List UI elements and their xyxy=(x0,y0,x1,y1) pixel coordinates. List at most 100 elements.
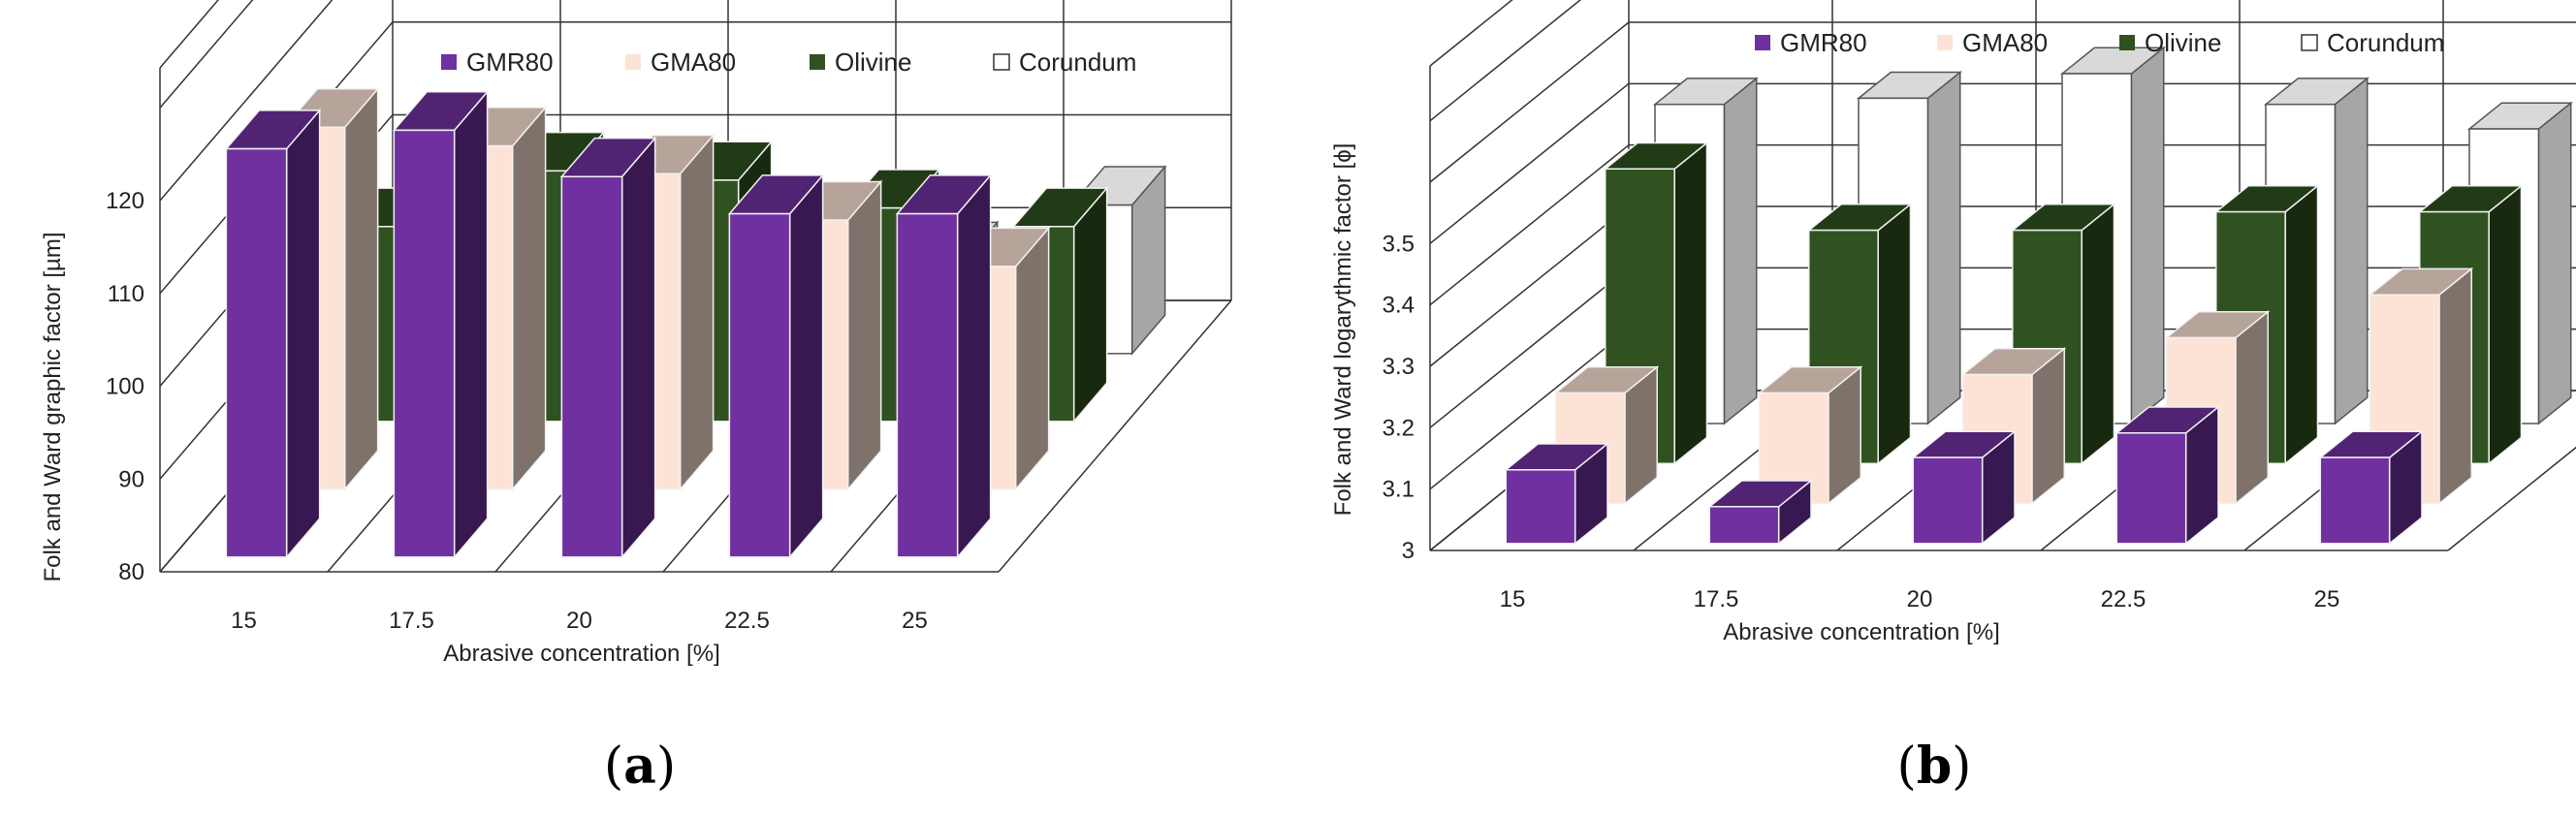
gridline-side xyxy=(1429,329,1630,490)
bar-gma80-20 xyxy=(1960,347,2067,506)
bar-side-face xyxy=(511,105,547,491)
bar-side-face xyxy=(1926,70,1961,425)
legend: GMR80 GMA80 Olivine Corundum xyxy=(441,47,1136,77)
bar-gmr80-25 xyxy=(895,173,993,559)
bar-olivine-17.5 xyxy=(1806,203,1913,465)
x-axis-ticks: 15 17.5 20 22.5 25 xyxy=(1500,586,2340,612)
bar-side-face xyxy=(1723,77,1758,425)
x-tick-label: 20 xyxy=(1907,586,1933,612)
chart-panel-a: 80 90 100 110 120 15 17.5 20 22.5 25 Abrasive conc… xyxy=(40,0,1232,667)
bar-side-face xyxy=(846,179,882,491)
legend-label: Olivine xyxy=(2145,28,2221,57)
side-wall-top-edge xyxy=(1429,0,1513,67)
y-tick-label: 90 xyxy=(118,466,144,492)
bar-gmr80-22.5 xyxy=(2115,405,2221,546)
gridline-side-extra xyxy=(159,0,254,109)
bar-front-face xyxy=(560,175,623,558)
y-tick-label: 3 xyxy=(1402,538,1415,564)
gridline-side xyxy=(1429,82,1630,244)
y-tick-label: 3.4 xyxy=(1383,293,1415,319)
bar-side-face xyxy=(2284,184,2319,465)
x-axis-ticks: 15 17.5 20 22.5 25 xyxy=(231,608,928,634)
panel-label-b: (b) xyxy=(1897,737,1972,796)
y-tick-label: 3.5 xyxy=(1383,231,1415,257)
y-tick-label: 3.3 xyxy=(1383,354,1415,380)
x-tick-label: 25 xyxy=(902,608,928,634)
x-tick-label: 20 xyxy=(566,608,592,634)
bar-side-face xyxy=(1014,226,1050,491)
y-tick-label: 120 xyxy=(106,188,144,214)
bar-side-face xyxy=(788,173,824,559)
bars xyxy=(224,86,1167,559)
legend-swatch xyxy=(810,54,825,70)
bar-side-face xyxy=(343,86,379,491)
bar-side-face xyxy=(1877,203,1912,465)
y-tick-label: 110 xyxy=(108,281,144,307)
bar-front-face xyxy=(1505,469,1576,545)
y-tick-label: 3.1 xyxy=(1383,477,1415,503)
y-tick-label: 100 xyxy=(106,374,144,400)
legend-swatch xyxy=(1755,35,1770,50)
legend-label: Olivine xyxy=(835,47,911,77)
legend-label: Corundum xyxy=(2327,28,2444,57)
chart-panel-b: 3 3.1 3.2 3.3 3.4 3.5 15 17.5 20 22.5 25 Abrasive c… xyxy=(1330,0,2576,645)
legend: GMR80 GMA80 Olivine Corundum xyxy=(1755,28,2444,57)
bar-front-face xyxy=(2115,432,2187,545)
legend-swatch xyxy=(2119,35,2135,50)
bar-side-face xyxy=(2081,203,2115,465)
x-tick-label: 17.5 xyxy=(1694,586,1739,612)
bar-side-face xyxy=(2130,46,2165,425)
floor-right-edge xyxy=(998,299,1232,573)
bar-front-face xyxy=(1708,506,1780,545)
y-tick-label: 3.2 xyxy=(1383,415,1415,441)
bar-gmr80-15 xyxy=(224,108,322,559)
x-tick-label: 15 xyxy=(1500,586,1526,612)
gridline-side xyxy=(159,0,334,202)
bar-side-face xyxy=(1072,186,1108,424)
bar-gmr80-22.5 xyxy=(727,173,825,559)
x-tick-label: 25 xyxy=(2314,586,2340,612)
y-axis-ticks: 3 3.1 3.2 3.3 3.4 3.5 xyxy=(1383,231,1415,564)
legend-label: GMR80 xyxy=(1780,28,1867,57)
bar-side-face xyxy=(620,136,656,559)
bar-side-face xyxy=(2488,184,2523,465)
panel-label-a: (a) xyxy=(604,737,676,796)
bar-gmr80-15 xyxy=(1504,442,1610,546)
bar-side-face xyxy=(956,173,992,559)
x-axis-title: Abrasive concentration [%] xyxy=(1723,619,1999,645)
legend-swatch xyxy=(993,53,1010,71)
legend-swatch xyxy=(441,54,457,70)
bar-front-face xyxy=(896,212,959,558)
bar-side-face xyxy=(2438,267,2472,506)
bar-front-face xyxy=(1912,456,1984,545)
bar-side-face xyxy=(285,108,321,559)
bar-gmr80-17.5 xyxy=(1707,479,1814,546)
gridline-side-extra xyxy=(1429,0,1582,122)
floor-right-edge xyxy=(2447,446,2576,551)
legend-label: Corundum xyxy=(1019,47,1136,77)
gridline-side xyxy=(1429,267,1630,428)
bar-side-face xyxy=(1673,141,1708,465)
legend-label: GMA80 xyxy=(1962,28,2048,57)
bars xyxy=(1504,46,2573,546)
bar-front-face xyxy=(225,147,288,558)
y-axis-title: Folk and Ward graphic factor [µm] xyxy=(40,232,66,581)
bar-gmr80-25 xyxy=(2318,429,2425,546)
x-tick-label: 22.5 xyxy=(2101,586,2147,612)
bar-gmr80-20 xyxy=(559,136,657,559)
bar-front-face xyxy=(2319,456,2391,545)
bar-front-face xyxy=(393,129,456,558)
legend-swatch xyxy=(1937,35,1953,50)
bar-gmr80-17.5 xyxy=(392,89,490,559)
bar-front-face xyxy=(728,212,791,558)
y-axis-title: Folk and Ward logarythmic factor [ϕ] xyxy=(1330,143,1356,517)
x-tick-label: 15 xyxy=(231,608,257,634)
side-wall-top-edge xyxy=(159,0,219,69)
bar-side-face xyxy=(453,89,489,559)
y-axis-ticks: 80 90 100 110 120 xyxy=(106,188,144,585)
bar-side-face xyxy=(2537,101,2572,425)
y-tick-label: 80 xyxy=(118,559,144,585)
legend-swatch xyxy=(2301,34,2318,51)
legend-label: GMR80 xyxy=(466,47,554,77)
